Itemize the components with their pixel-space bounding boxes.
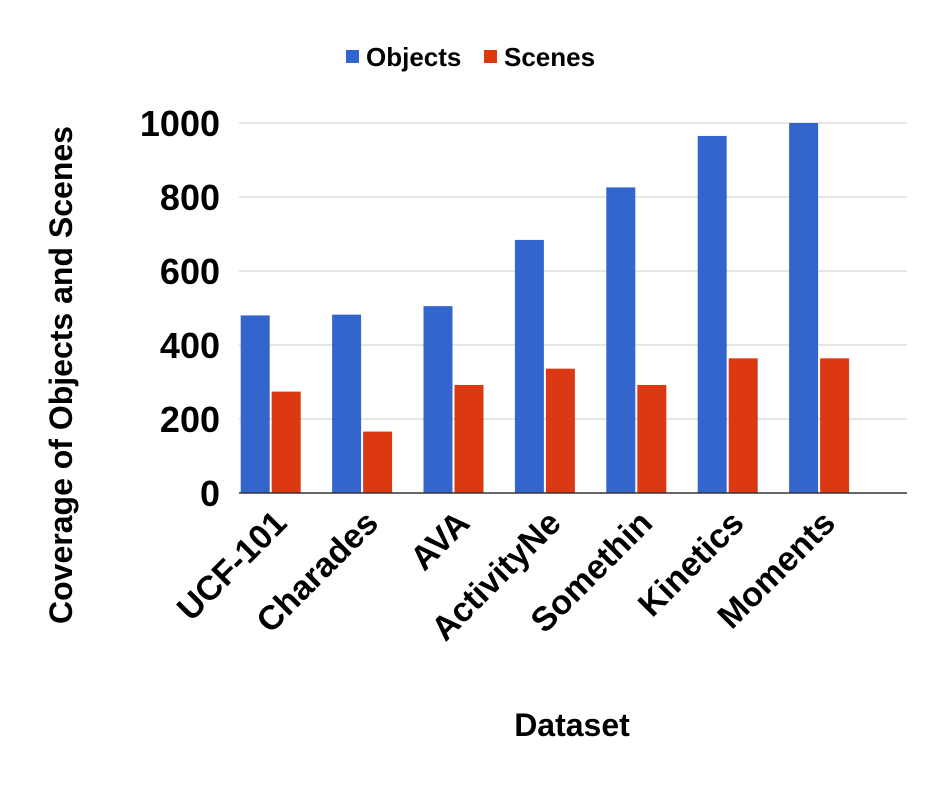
bar-scenes-charades <box>363 431 393 493</box>
bar-objects-charades <box>332 314 362 493</box>
bar-objects-ava <box>423 306 453 493</box>
legend-swatch-objects <box>346 50 359 63</box>
bar-scenes-ucf-101 <box>271 391 301 493</box>
bar-objects-somethin <box>606 187 636 493</box>
bar-objects-ucf-101 <box>240 315 270 493</box>
legend-swatch-scenes <box>484 50 497 63</box>
legend: Objects Scenes <box>346 42 595 72</box>
y-tick-label: 1000 <box>140 103 220 144</box>
bar-scenes-ava <box>454 384 484 493</box>
x-tick-label: AVA <box>403 504 477 578</box>
bar-objects-moments <box>789 123 819 493</box>
x-axis-title: Dataset <box>514 707 630 743</box>
bar-scenes-somethin <box>637 384 667 493</box>
bars <box>240 123 850 493</box>
y-tick-label: 200 <box>160 399 220 440</box>
y-tick-label: 0 <box>200 473 220 514</box>
y-axis-title: Coverage of Objects and Scenes <box>43 126 79 624</box>
bar-objects-activityne <box>514 239 544 493</box>
bar-scenes-moments <box>820 358 850 493</box>
bar-scenes-activityne <box>545 368 575 493</box>
y-tick-label: 600 <box>160 251 220 292</box>
y-tick-label: 400 <box>160 325 220 366</box>
bar-objects-kinetics <box>697 135 727 493</box>
legend-label-scenes: Scenes <box>504 42 595 72</box>
legend-label-objects: Objects <box>366 42 461 72</box>
bar-scenes-kinetics <box>728 358 758 493</box>
y-tick-label: 800 <box>160 177 220 218</box>
